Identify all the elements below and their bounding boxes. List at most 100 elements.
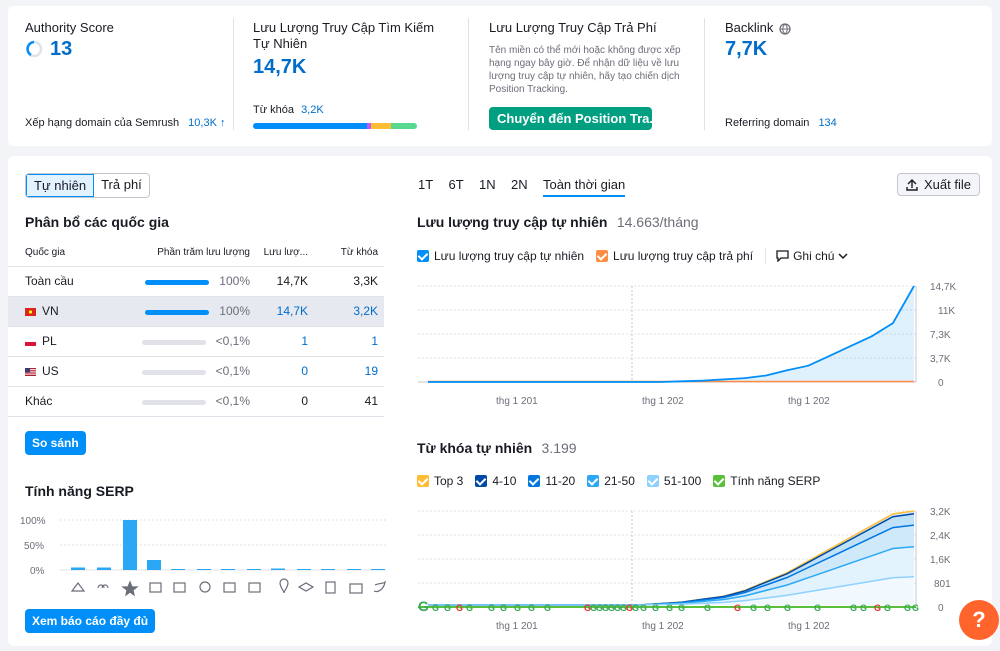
google-update-marker-icon[interactable]: G bbox=[456, 603, 463, 613]
google-update-marker-icon[interactable]: G bbox=[500, 603, 507, 613]
range-2y[interactable]: 2N bbox=[511, 177, 528, 192]
traffic-value[interactable]: 14,7K bbox=[250, 296, 308, 327]
table-row[interactable]: Toàn cầu 100% 14,7K 3,3K bbox=[8, 266, 384, 297]
keywords-x-tick: thg 1 202 bbox=[788, 621, 830, 632]
google-update-marker-icon[interactable]: G bbox=[632, 603, 639, 613]
google-update-marker-icon[interactable]: G bbox=[814, 603, 821, 613]
google-update-marker-icon[interactable]: G bbox=[704, 603, 711, 613]
table-row[interactable]: US <0,1% 0 19 bbox=[8, 356, 384, 387]
help-button[interactable]: ? bbox=[959, 600, 999, 640]
col-traffic-pct[interactable]: Phần trăm lưu lượng bbox=[138, 240, 250, 267]
keywords-value[interactable]: 19 bbox=[308, 356, 384, 387]
serp-bar[interactable] bbox=[271, 568, 285, 571]
tab-paid[interactable]: Trả phí bbox=[101, 177, 142, 192]
google-update-marker-icon[interactable]: G bbox=[904, 603, 911, 613]
traffic-value[interactable]: 0 bbox=[250, 356, 308, 387]
table-row[interactable]: Khác <0,1% 0 41 bbox=[8, 386, 384, 417]
comment-icon bbox=[776, 250, 789, 262]
serp-bar[interactable] bbox=[221, 569, 235, 570]
keywords-value[interactable]: 3,2K bbox=[301, 104, 324, 116]
serp-bar[interactable] bbox=[197, 569, 211, 570]
serp-bar[interactable] bbox=[97, 567, 111, 571]
export-button[interactable]: Xuất file bbox=[897, 173, 980, 196]
google-update-marker-icon[interactable]: G bbox=[874, 603, 881, 613]
google-update-marker-icon[interactable]: G bbox=[488, 603, 495, 613]
google-update-marker-icon[interactable]: G bbox=[608, 603, 615, 613]
google-update-marker-icon[interactable]: G bbox=[602, 603, 609, 613]
google-update-marker-icon[interactable]: G bbox=[750, 603, 757, 613]
google-update-marker-icon[interactable]: G bbox=[666, 603, 673, 613]
range-1y[interactable]: 1N bbox=[479, 177, 496, 192]
range-6m[interactable]: 6T bbox=[448, 177, 464, 192]
serp-bar[interactable] bbox=[123, 520, 137, 570]
google-update-marker-icon[interactable]: G bbox=[514, 603, 521, 613]
backlink-value[interactable]: 7,7K bbox=[725, 38, 768, 60]
export-label: Xuất file bbox=[924, 177, 971, 192]
google-update-marker-icon[interactable]: G bbox=[784, 603, 791, 613]
col-keywords[interactable]: Từ khóa bbox=[308, 240, 384, 267]
serp-bar[interactable] bbox=[371, 569, 385, 570]
google-update-marker-icon[interactable]: G bbox=[764, 603, 771, 613]
legend-4-10[interactable]: 4-10 bbox=[475, 474, 516, 488]
organic-value[interactable]: 14,7K bbox=[253, 56, 307, 78]
google-update-marker-icon[interactable]: G bbox=[912, 603, 919, 613]
serp-bar[interactable] bbox=[247, 569, 261, 570]
google-update-marker-icon[interactable]: G bbox=[734, 603, 741, 613]
legend-11-20[interactable]: 11-20 bbox=[528, 474, 575, 488]
table-row[interactable]: VN 100% 14,7K 3,2K bbox=[8, 296, 384, 327]
serp-bar[interactable] bbox=[147, 560, 161, 570]
organic-traffic-line[interactable] bbox=[428, 285, 915, 383]
referring-domains-value[interactable]: 134 bbox=[818, 117, 837, 129]
google-update-marker-icon[interactable]: G bbox=[626, 603, 633, 613]
google-update-marker-icon[interactable]: G bbox=[596, 603, 603, 613]
serp-bar[interactable] bbox=[297, 569, 311, 570]
google-update-marker-icon[interactable]: G bbox=[860, 603, 867, 613]
notes-toggle[interactable]: Ghi chú bbox=[776, 249, 848, 263]
keywords-value[interactable]: 1 bbox=[308, 326, 384, 357]
google-update-marker-icon[interactable]: G bbox=[528, 603, 535, 613]
range-all-time[interactable]: Toàn thời gian bbox=[542, 177, 626, 197]
keywords-value[interactable]: 3,2K bbox=[308, 296, 384, 327]
google-update-marker-icon[interactable]: G bbox=[418, 598, 429, 614]
google-update-marker-icon[interactable]: G bbox=[432, 603, 439, 613]
authority-rank-value[interactable]: 10,3K ↑ bbox=[188, 117, 226, 129]
traffic-pct: 100% bbox=[219, 274, 250, 288]
serp-bar[interactable] bbox=[71, 567, 85, 571]
legend-paid[interactable]: Lưu lượng truy cập trả phí bbox=[596, 249, 753, 263]
legend-top3[interactable]: Top 3 bbox=[417, 474, 463, 488]
google-update-marker-icon[interactable]: G bbox=[652, 603, 659, 613]
authority-value[interactable]: 13 bbox=[50, 38, 73, 60]
traffic-value[interactable]: 1 bbox=[250, 326, 308, 357]
full-report-button[interactable]: Xem báo cáo đầy đủ bbox=[25, 609, 156, 633]
google-update-marker-icon[interactable]: G bbox=[584, 603, 591, 613]
legend-21-50[interactable]: 21-50 bbox=[587, 474, 635, 488]
serp-y-label: 0% bbox=[30, 566, 45, 577]
traffic-chart[interactable]: 14,7K 11K 7,3K 3,7K 0 thg 1 201 thg 1 20… bbox=[408, 276, 988, 411]
google-update-marker-icon[interactable]: G bbox=[640, 603, 647, 613]
col-country[interactable]: Quốc gia bbox=[8, 240, 138, 267]
google-update-marker-icon[interactable]: G bbox=[850, 603, 857, 613]
serp-bar[interactable] bbox=[321, 569, 335, 570]
compare-button[interactable]: So sánh bbox=[25, 431, 86, 455]
legend-organic[interactable]: Lưu lượng truy cập tự nhiên bbox=[417, 249, 584, 263]
table-row[interactable]: PL <0,1% 1 1 bbox=[8, 326, 384, 357]
google-update-marker-icon[interactable]: G bbox=[620, 603, 627, 613]
range-1m[interactable]: 1T bbox=[418, 177, 434, 192]
google-update-marker-icon[interactable]: G bbox=[444, 603, 451, 613]
serp-bar[interactable] bbox=[171, 569, 185, 570]
serp-bar[interactable] bbox=[347, 569, 361, 570]
google-update-marker-icon[interactable]: G bbox=[590, 603, 597, 613]
google-update-marker-icon[interactable]: G bbox=[466, 603, 473, 613]
google-update-marker-icon[interactable]: G bbox=[884, 603, 891, 613]
keywords-line[interactable] bbox=[428, 576, 915, 606]
legend-51-100[interactable]: 51-100 bbox=[646, 474, 701, 488]
position-tracking-button[interactable]: Chuyển đến Position Tra... bbox=[489, 107, 652, 130]
knowledge-panel-icon bbox=[297, 582, 315, 592]
google-update-marker-icon[interactable]: G bbox=[614, 603, 621, 613]
google-update-marker-icon[interactable]: G bbox=[678, 603, 685, 613]
tab-organic[interactable]: Tự nhiên bbox=[26, 174, 95, 197]
legend-serp-features[interactable]: Tính năng SERP bbox=[713, 474, 820, 488]
col-traffic[interactable]: Lưu lượ... bbox=[250, 240, 308, 267]
google-update-marker-icon[interactable]: G bbox=[544, 603, 551, 613]
